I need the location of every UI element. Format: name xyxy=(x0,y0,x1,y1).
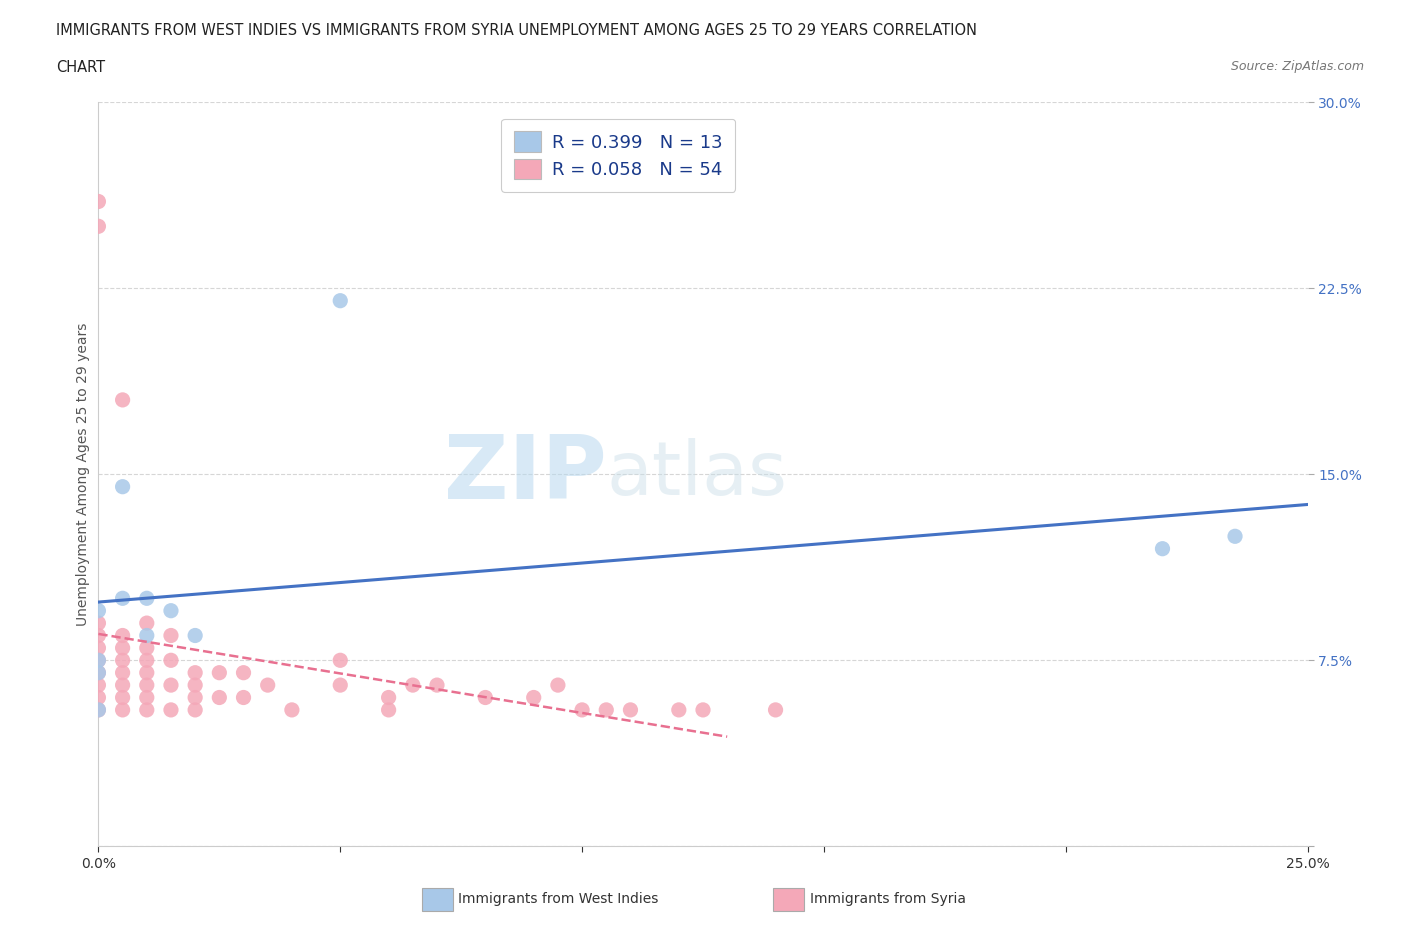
Point xyxy=(184,628,207,643)
Point xyxy=(135,591,157,605)
Text: Immigrants from Syria: Immigrants from Syria xyxy=(810,892,966,907)
Point xyxy=(111,591,134,605)
Text: CHART: CHART xyxy=(56,60,105,75)
Text: Source: ZipAtlas.com: Source: ZipAtlas.com xyxy=(1230,60,1364,73)
Point xyxy=(87,604,110,618)
Point xyxy=(135,678,157,693)
Point xyxy=(329,653,352,668)
Point xyxy=(377,702,399,717)
Point xyxy=(160,702,183,717)
Point xyxy=(765,702,787,717)
Point xyxy=(111,628,134,643)
Point xyxy=(135,690,157,705)
Point xyxy=(619,702,641,717)
Point xyxy=(111,653,134,668)
Point xyxy=(111,392,134,407)
Point xyxy=(87,653,110,668)
Point xyxy=(1223,529,1246,544)
Point xyxy=(87,665,110,680)
Point xyxy=(232,690,254,705)
Point xyxy=(111,702,134,717)
Y-axis label: Unemployment Among Ages 25 to 29 years: Unemployment Among Ages 25 to 29 years xyxy=(76,323,90,626)
Text: IMMIGRANTS FROM WEST INDIES VS IMMIGRANTS FROM SYRIA UNEMPLOYMENT AMONG AGES 25 : IMMIGRANTS FROM WEST INDIES VS IMMIGRANT… xyxy=(56,23,977,38)
Point xyxy=(160,653,183,668)
Point xyxy=(87,653,110,668)
Point xyxy=(87,641,110,656)
Point xyxy=(135,653,157,668)
Point xyxy=(111,641,134,656)
Point xyxy=(329,293,352,308)
Point xyxy=(523,690,546,705)
Point xyxy=(87,616,110,631)
Point xyxy=(160,604,183,618)
Point xyxy=(87,678,110,693)
Point xyxy=(111,690,134,705)
Point xyxy=(87,665,110,680)
Legend: R = 0.399   N = 13, R = 0.058   N = 54: R = 0.399 N = 13, R = 0.058 N = 54 xyxy=(502,119,735,193)
Text: ZIP: ZIP xyxy=(443,431,606,518)
Point xyxy=(135,702,157,717)
Point xyxy=(256,678,278,693)
Point xyxy=(87,628,110,643)
Point xyxy=(547,678,569,693)
Point xyxy=(160,628,183,643)
Point xyxy=(87,690,110,705)
Point xyxy=(135,628,157,643)
Point xyxy=(184,690,207,705)
Point xyxy=(135,641,157,656)
Point xyxy=(208,665,231,680)
Point xyxy=(668,702,690,717)
Point xyxy=(571,702,593,717)
Point xyxy=(1152,541,1174,556)
Point xyxy=(232,665,254,680)
Point xyxy=(87,194,110,209)
Point xyxy=(111,678,134,693)
Text: atlas: atlas xyxy=(606,438,787,511)
Point xyxy=(595,702,617,717)
Point xyxy=(111,665,134,680)
Point xyxy=(87,702,110,717)
Point xyxy=(208,690,231,705)
Point xyxy=(160,678,183,693)
Text: Immigrants from West Indies: Immigrants from West Indies xyxy=(458,892,659,907)
Point xyxy=(329,678,352,693)
Point xyxy=(281,702,304,717)
Point xyxy=(377,690,399,705)
Point xyxy=(402,678,425,693)
Point xyxy=(135,665,157,680)
Point xyxy=(184,665,207,680)
Point xyxy=(184,702,207,717)
Point xyxy=(135,616,157,631)
Point xyxy=(426,678,449,693)
Point xyxy=(184,678,207,693)
Point xyxy=(87,219,110,233)
Point xyxy=(111,479,134,494)
Point xyxy=(474,690,496,705)
Point xyxy=(87,702,110,717)
Point xyxy=(692,702,714,717)
